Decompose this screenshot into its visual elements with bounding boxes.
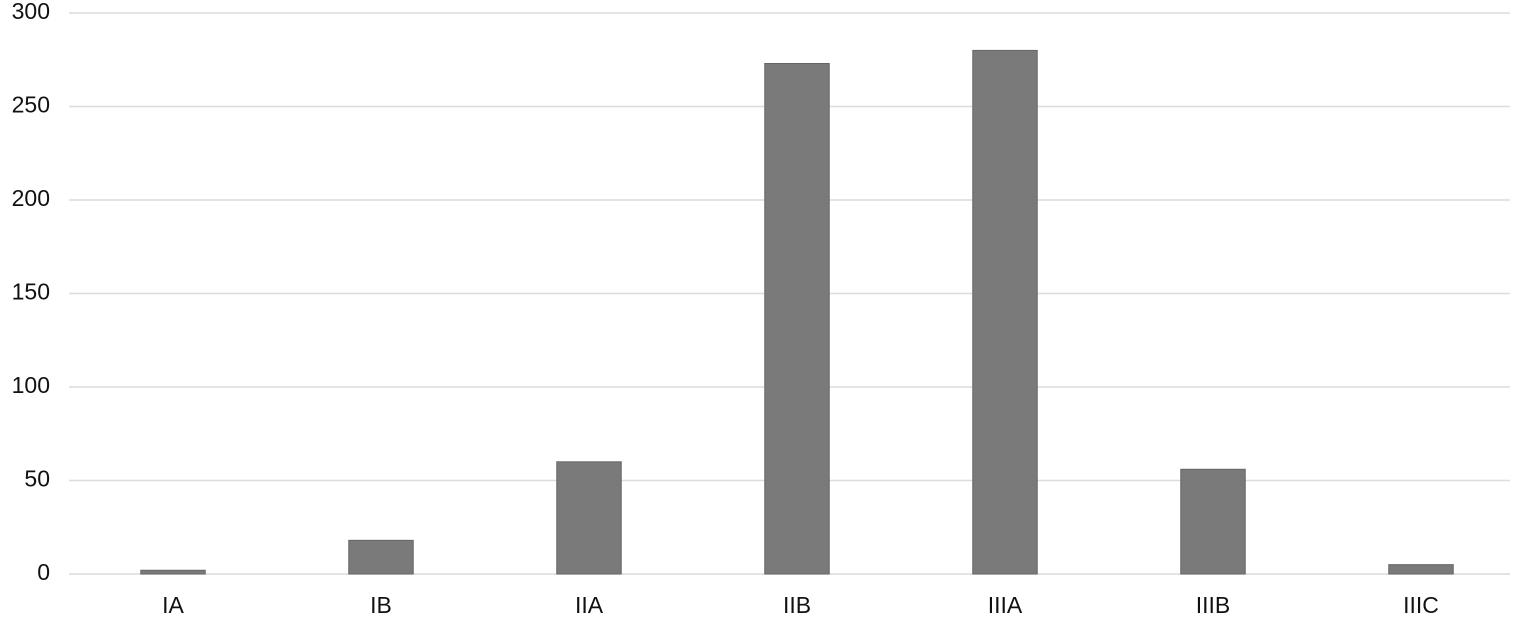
x-tick-label: IIB <box>783 592 811 618</box>
y-tick-label: 150 <box>12 279 50 305</box>
y-tick-label: 0 <box>37 559 50 585</box>
bar <box>348 539 414 575</box>
x-tick-label: IIA <box>575 592 604 618</box>
x-tick-label: IB <box>370 592 392 618</box>
y-tick-label: 300 <box>12 0 50 24</box>
bar <box>140 569 206 575</box>
bar <box>972 49 1038 575</box>
x-tick-label: IIIB <box>1196 592 1231 618</box>
bar <box>1180 468 1246 575</box>
bar <box>556 461 622 575</box>
x-tick-label: IIIC <box>1403 592 1439 618</box>
bar <box>1388 564 1454 575</box>
y-tick-label: 50 <box>24 466 50 492</box>
y-tick-label: 250 <box>12 92 50 118</box>
bar <box>764 62 830 575</box>
x-tick-label: IIIA <box>988 592 1023 618</box>
y-tick-label: 100 <box>12 372 50 398</box>
x-tick-label: IA <box>162 592 184 618</box>
y-tick-label: 200 <box>12 185 50 211</box>
